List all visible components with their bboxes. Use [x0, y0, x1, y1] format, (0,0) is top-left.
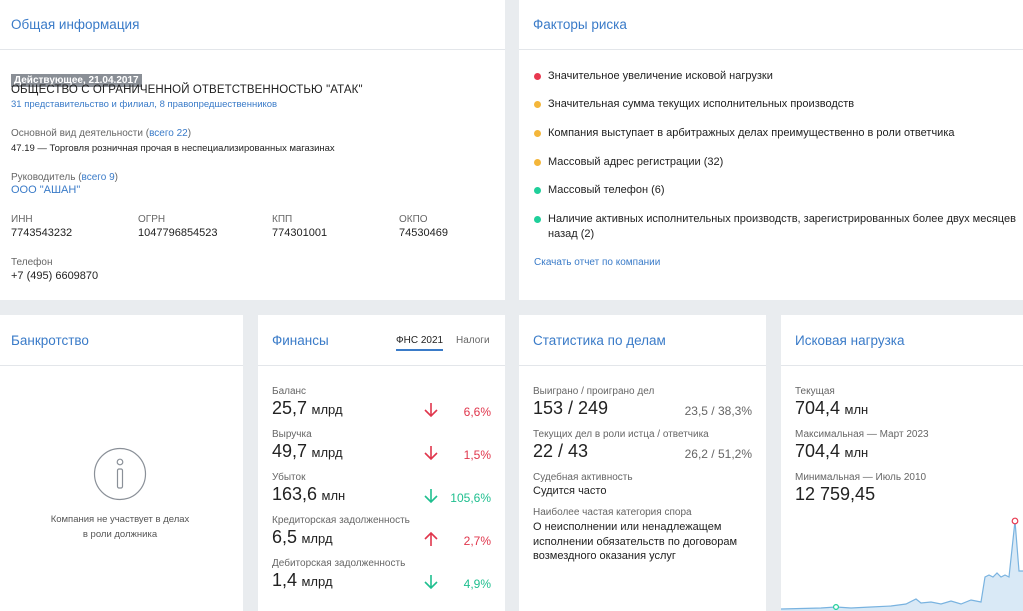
tab-fns-2021[interactable]: ФНС 2021 [396, 335, 444, 351]
sparkline-area [781, 521, 1023, 611]
info-icon [93, 447, 147, 501]
payables-label: Кредиторская задолженность [272, 515, 410, 526]
divider [0, 49, 505, 50]
ogrn-label: ОГРН [138, 214, 166, 225]
won-lost-label: Выиграно / проиграно дел [533, 386, 655, 397]
receivables-label: Дебиторская задолженность [272, 558, 406, 569]
download-report-link[interactable]: Скачать отчет по компании [534, 257, 661, 268]
loss-value: 163,6 млн [272, 484, 346, 504]
risk-item: Компания выступает в арбитражных делах п… [534, 126, 1018, 141]
max-label: Максимальная — Март 2023 [795, 429, 929, 440]
okpo-label: ОКПО [399, 214, 428, 225]
phone-value: +7 (495) 6609870 [11, 270, 99, 282]
activity-value: 47.19 — Торговля розничная прочая в несп… [11, 143, 335, 154]
claims-load-card: Исковая нагрузка Текущая 704,4 млн Макси… [781, 315, 1023, 611]
role-label: Текущих дел в роли истца / ответчика [533, 429, 709, 440]
receivables-change: 4,9% [463, 577, 491, 591]
min-label: Минимальная — Июль 2010 [795, 472, 927, 483]
current-value: 704,4 млн [795, 398, 869, 418]
kpp-label: КПП [272, 214, 293, 225]
branches-link[interactable]: 31 представительство и филиал, 8 правопр… [11, 99, 278, 110]
ogrn-value: 1047796854523 [138, 227, 218, 239]
activity-all-link[interactable]: всего 22 [149, 128, 188, 139]
claims-sparkline [781, 517, 1023, 611]
revenue-change: 1,5% [463, 448, 491, 462]
won-lost-value: 153 / 249 [533, 398, 609, 418]
risk-factors-card: Факторы риска Значительное увеличение ис… [519, 0, 1023, 300]
risk-item: Значительная сумма текущих исполнительны… [534, 97, 1018, 112]
bankruptcy-message: Компания не участвует в делах [50, 514, 190, 525]
finances-card: Финансы ФНС 2021 Налоги Баланс 25,7 млрд… [258, 315, 505, 611]
head-value-link[interactable]: ООО "АШАН" [11, 184, 81, 196]
tab-taxes[interactable]: Налоги [456, 335, 490, 346]
risk-dot-icon [534, 216, 541, 223]
court-activity-value: Судится часто [533, 485, 607, 497]
balance-change: 6,6% [463, 405, 491, 419]
risk-item: Наличие активных исполнительных производ… [534, 212, 1018, 242]
okpo-value: 74530469 [399, 227, 448, 239]
kpp-value: 774301001 [272, 227, 328, 239]
divider [258, 365, 505, 366]
revenue-label: Выручка [272, 429, 312, 440]
risk-factors-title[interactable]: Факторы риска [533, 17, 627, 32]
divider [0, 365, 243, 366]
bankruptcy-message: в роли должника [82, 529, 158, 540]
bankruptcy-title[interactable]: Банкротство [11, 333, 89, 348]
risk-dot-icon [534, 159, 541, 166]
company-name: ОБЩЕСТВО С ОГРАНИЧЕННОЙ ОТВЕТСТВЕННОСТЬЮ… [11, 84, 363, 96]
max-value: 704,4 млн [795, 441, 869, 461]
case-stats-title[interactable]: Статистика по делам [533, 333, 666, 348]
activity-label: Основной вид деятельности (всего 22) [11, 128, 192, 139]
current-label: Текущая [795, 386, 835, 397]
finances-title[interactable]: Финансы [272, 333, 329, 348]
arrow-down-icon [424, 488, 438, 509]
risk-dot-icon [534, 130, 541, 137]
sparkline-line [781, 520, 1023, 610]
divider [519, 49, 1023, 50]
category-value: О неисполнении или ненадлежащем исполнен… [533, 521, 738, 562]
head-all-link[interactable]: всего 9 [81, 172, 115, 183]
payables-value: 6,5 млрд [272, 527, 333, 547]
risk-dot-icon [534, 101, 541, 108]
risk-item: Массовый телефон (6) [534, 183, 1018, 198]
risk-dot-icon [534, 73, 541, 80]
role-value: 22 / 43 [533, 441, 589, 461]
revenue-value: 49,7 млрд [272, 441, 343, 461]
won-lost-percent: 23,5 / 38,3% [684, 404, 752, 418]
category-label: Наиболее частая категория спора [533, 507, 692, 518]
risk-dot-icon [534, 187, 541, 194]
general-info-card: Общая информация Действующее, 21.04.2017… [0, 0, 505, 300]
claims-load-title[interactable]: Исковая нагрузка [795, 333, 905, 348]
loss-label: Убыток [272, 472, 306, 483]
risk-item: Массовый адрес регистрации (32) [534, 155, 1018, 170]
general-info-title[interactable]: Общая информация [11, 17, 140, 32]
loss-change: 105,6% [450, 491, 491, 505]
role-percent: 26,2 / 51,2% [684, 447, 752, 461]
balance-label: Баланс [272, 386, 307, 397]
court-activity-label: Судебная активность [533, 472, 633, 483]
receivables-value: 1,4 млрд [272, 570, 333, 590]
bankruptcy-card: Банкротство Компания не участвует в дела… [0, 315, 243, 611]
divider [781, 365, 1023, 366]
sparkline-min-point [832, 603, 839, 610]
inn-label: ИНН [11, 214, 33, 225]
arrow-down-icon [424, 402, 438, 423]
inn-value: 7743543232 [11, 227, 73, 239]
phone-label: Телефон [11, 257, 53, 268]
head-label: Руководитель (всего 9) [11, 172, 118, 183]
divider [519, 365, 766, 366]
min-value: 12 759,45 [795, 484, 876, 504]
sparkline-max-point [1011, 517, 1019, 525]
status-badge: Действующее, 21.04.2017 [11, 74, 142, 87]
balance-value: 25,7 млрд [272, 398, 343, 418]
payables-change: 2,7% [463, 534, 491, 548]
arrow-down-icon [424, 445, 438, 466]
arrow-down-icon [424, 574, 438, 595]
risk-item: Значительное увеличение исковой нагрузки [534, 69, 1018, 84]
arrow-up-icon [424, 531, 438, 552]
case-stats-card: Статистика по делам Выиграно / проиграно… [519, 315, 766, 611]
